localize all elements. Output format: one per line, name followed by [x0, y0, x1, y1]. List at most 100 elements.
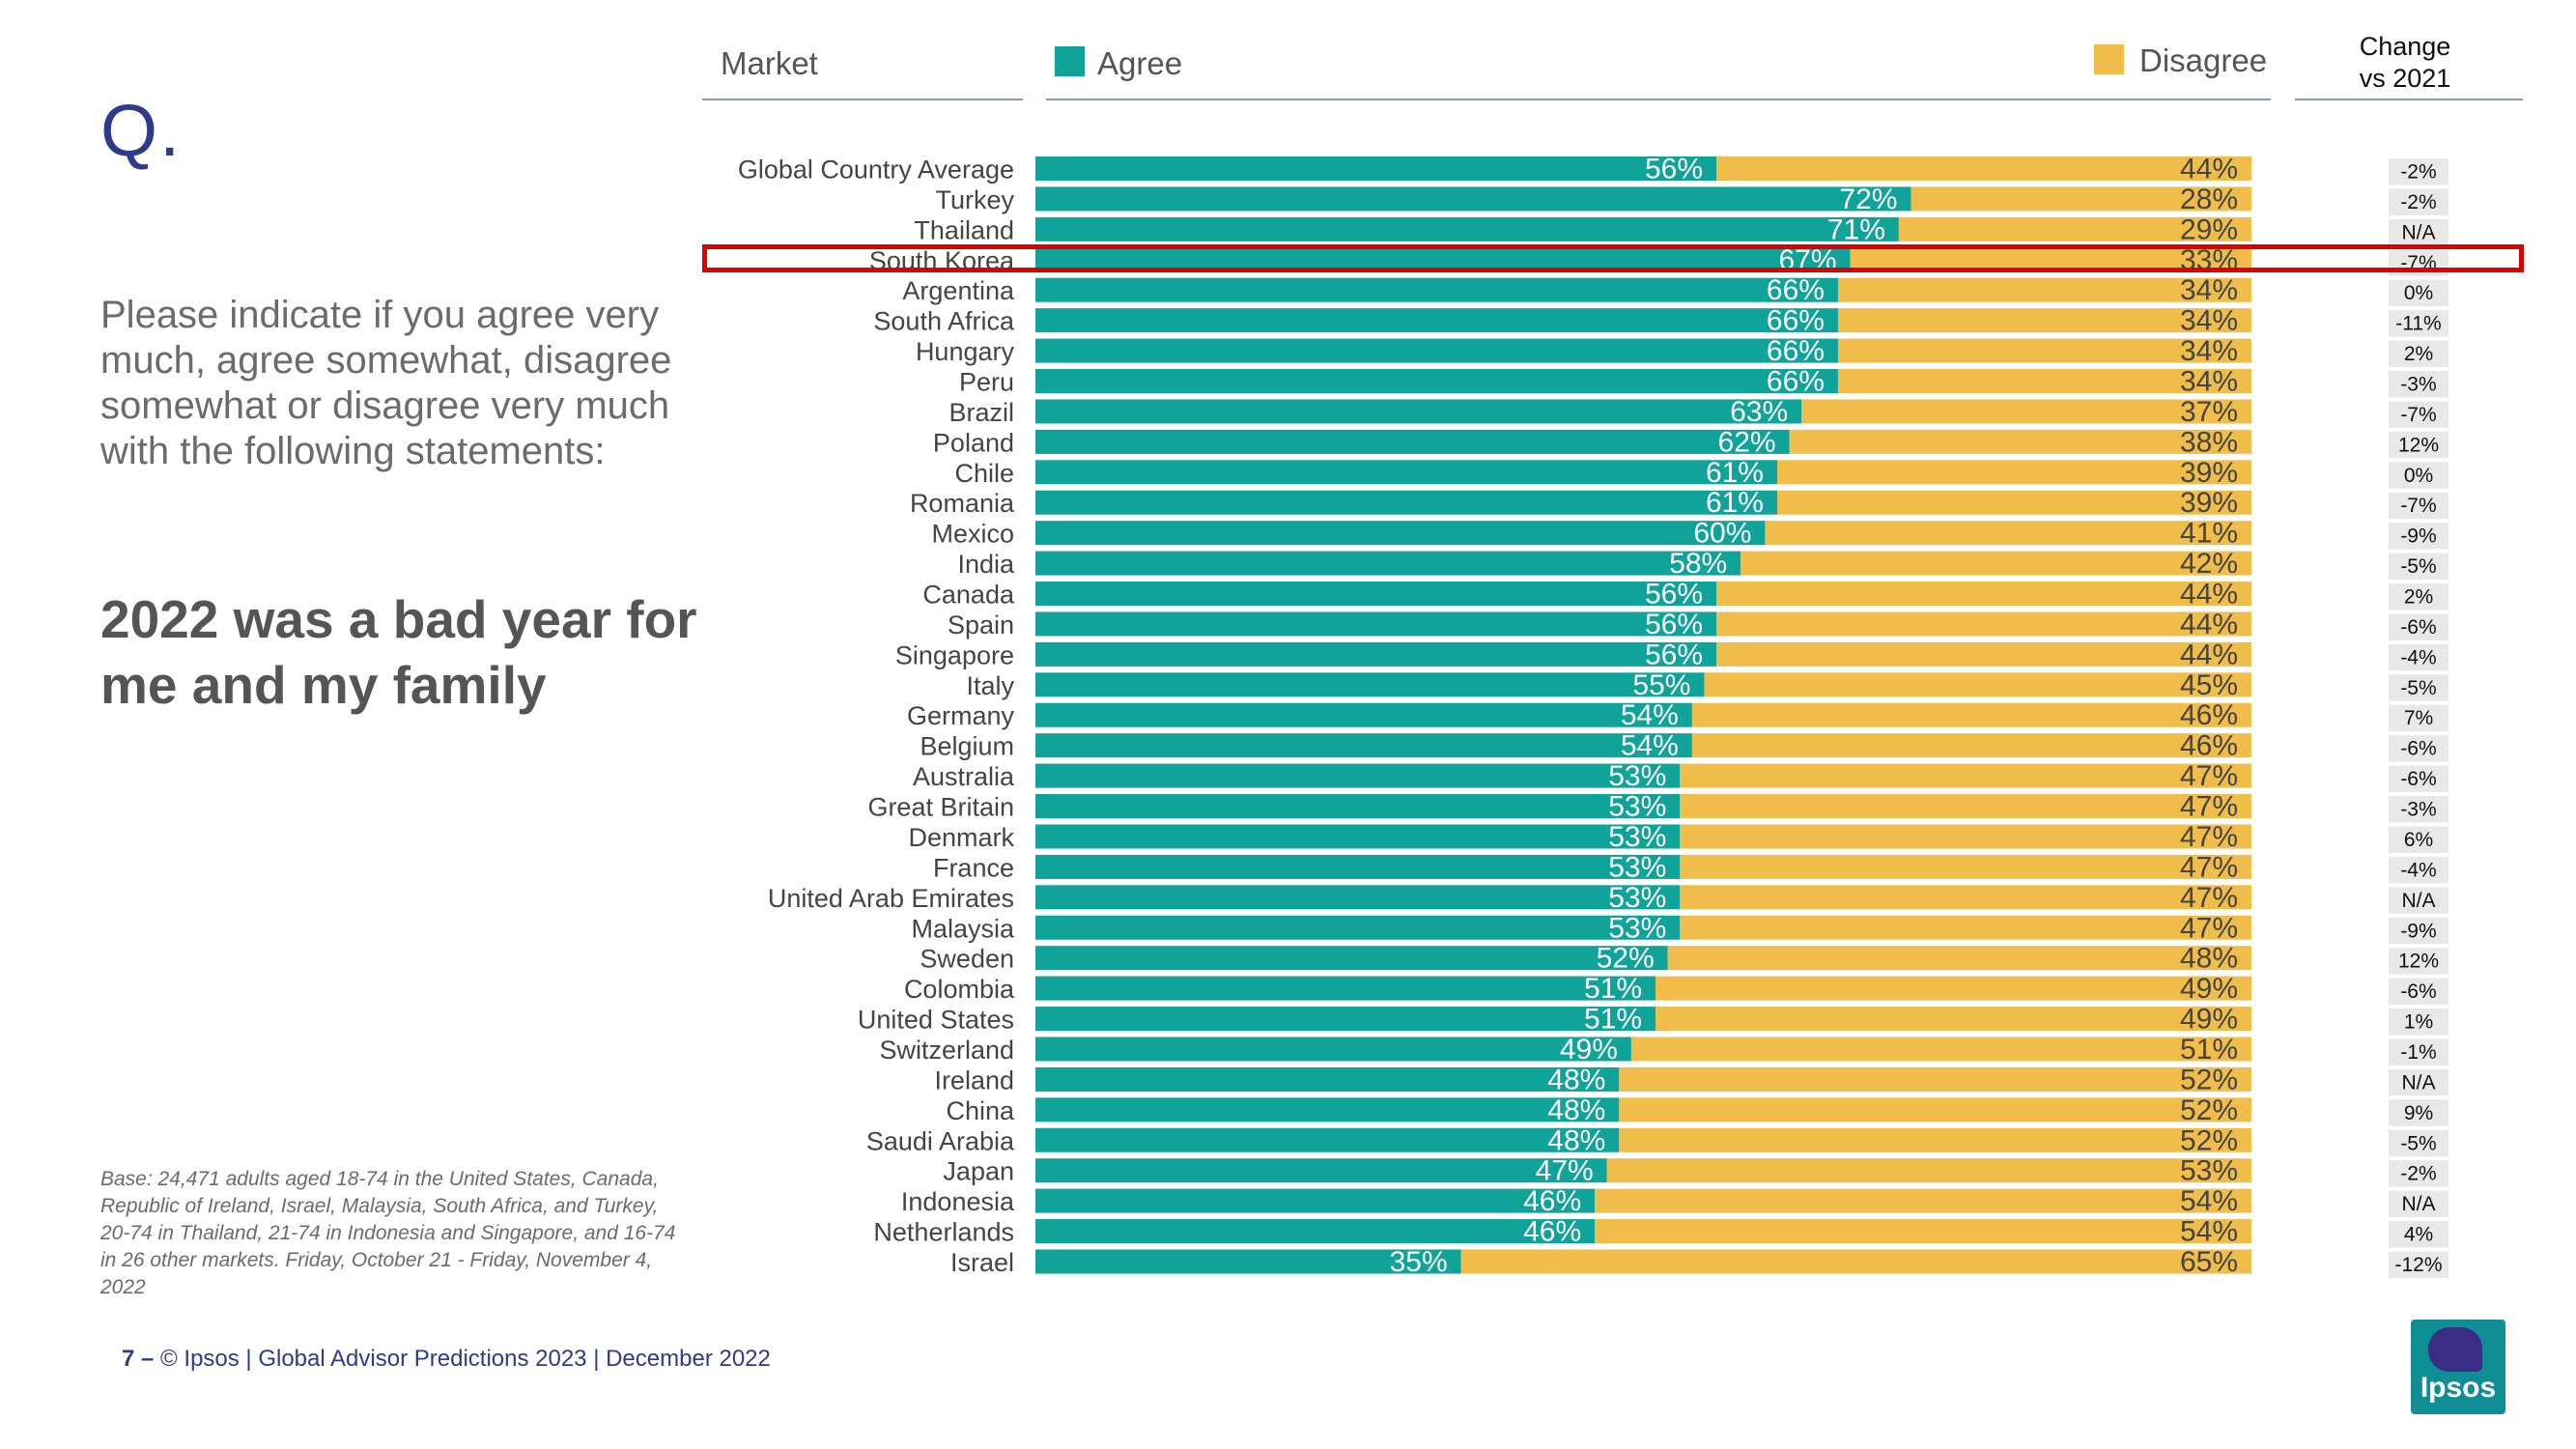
disagree-value-label-israel: 65% — [2180, 1246, 2238, 1278]
change-value-mexico: -9% — [2400, 526, 2436, 548]
disagree-value-label-canada: 44% — [2180, 579, 2238, 611]
change-cell-bg-united-arab-emirates — [2389, 887, 2449, 914]
change-header-line2: vs 2021 — [2359, 64, 2451, 93]
category-label-south-africa: South Africa — [873, 307, 1015, 336]
change-cell-bg-india — [2389, 553, 2449, 581]
change-cell-bg-france — [2389, 856, 2449, 884]
disagree-bar-china — [1619, 1097, 2251, 1122]
change-cell-bg-denmark — [2389, 826, 2449, 853]
disagree-value-label-romania: 39% — [2180, 487, 2238, 519]
change-cell-bg-singapore — [2389, 643, 2449, 671]
disagree-bar-south-africa — [1837, 308, 2251, 333]
change-cell-bg-belgium — [2389, 735, 2449, 762]
agree-value-label-chile: 61% — [1706, 457, 1764, 489]
category-label-poland: Poland — [933, 428, 1014, 457]
category-label-switzerland: Switzerland — [879, 1036, 1014, 1065]
agree-bar-thailand — [1035, 216, 1899, 242]
category-label-germany: Germany — [907, 701, 1015, 730]
change-value-israel: -12% — [2394, 1254, 2442, 1276]
change-value-hungary: 2% — [2404, 343, 2433, 365]
disagree-value-label-united-states: 49% — [2180, 1004, 2238, 1036]
disagree-bar-sweden — [1667, 946, 2251, 971]
disagree-bar-saudi-arabia — [1619, 1127, 2251, 1152]
change-value-argentina: 0% — [2404, 282, 2433, 304]
agree-bar-israel — [1035, 1249, 1461, 1274]
disagree-value-label-netherlands: 54% — [2180, 1216, 2238, 1248]
disagree-value-label-hungary: 34% — [2180, 335, 2238, 367]
agree-value-label-france: 53% — [1608, 851, 1666, 883]
footer-text: © Ipsos | Global Advisor Predictions 202… — [160, 1346, 771, 1372]
agree-bar-ireland — [1035, 1066, 1620, 1092]
disagree-bar-singapore — [1716, 641, 2251, 667]
disagree-bar-brazil — [1801, 399, 2251, 424]
disagree-value-label-indonesia: 54% — [2180, 1185, 2238, 1217]
agree-bar-peru — [1035, 369, 1838, 394]
disagree-bar-hungary — [1837, 338, 2251, 363]
disagree-bar-italy — [1704, 672, 2251, 697]
agree-value-label-netherlands: 46% — [1523, 1216, 1581, 1248]
change-value-romania: -7% — [2400, 495, 2436, 517]
agree-bar-saudi-arabia — [1035, 1127, 1620, 1152]
disagree-bar-netherlands — [1595, 1219, 2251, 1244]
agree-value-label-switzerland: 49% — [1560, 1034, 1618, 1065]
disagree-value-label-singapore: 44% — [2180, 639, 2238, 670]
agree-value-label-united-states: 51% — [1584, 1004, 1642, 1036]
change-value-france: -4% — [2400, 859, 2436, 881]
category-label-great-britain: Great Britain — [867, 793, 1014, 822]
change-cell-bg-mexico — [2389, 523, 2449, 550]
change-cell-bg-malaysia — [2389, 917, 2449, 945]
disagree-value-label-colombia: 49% — [2180, 973, 2238, 1005]
disagree-bar-ireland — [1619, 1066, 2251, 1092]
change-cell-bg-australia — [2389, 765, 2449, 793]
agree-bar-romania — [1035, 490, 1777, 515]
disagree-bar-malaysia — [1680, 915, 2251, 940]
disagree-bar-poland — [1789, 429, 2251, 454]
disagree-value-label-belgium: 46% — [2180, 730, 2238, 762]
change-cell-bg-brazil — [2389, 401, 2449, 428]
disagree-value-label-poland: 38% — [2180, 426, 2238, 458]
change-cell-bg-china — [2389, 1099, 2449, 1126]
question-mark-title: Q. — [100, 90, 183, 172]
agree-bar-poland — [1035, 429, 1790, 454]
change-cell-bg-spain — [2389, 613, 2449, 640]
agree-value-label-india: 58% — [1669, 548, 1727, 580]
change-value-switzerland: -1% — [2400, 1041, 2436, 1064]
agree-bar-united-states — [1035, 1007, 1656, 1032]
question-text: Please indicate if you agree very much, … — [100, 294, 672, 472]
disagree-bar-denmark — [1680, 824, 2251, 849]
agree-value-label-global-country-average: 56% — [1645, 154, 1703, 185]
disagree-value-label-thailand: 29% — [2180, 213, 2238, 245]
category-label-malaysia: Malaysia — [911, 914, 1015, 943]
change-value-ireland: N/A — [2401, 1071, 2435, 1094]
category-label-turkey: Turkey — [935, 185, 1014, 214]
chart-header-rule — [1046, 99, 2271, 100]
change-cell-bg-united-states — [2389, 1009, 2449, 1036]
change-cell-bg-hungary — [2389, 340, 2449, 368]
disagree-value-label-ireland: 52% — [2180, 1064, 2238, 1095]
agree-value-label-argentina: 66% — [1767, 274, 1825, 306]
agree-bar-singapore — [1035, 641, 1717, 667]
category-label-mexico: Mexico — [931, 520, 1014, 549]
base-note: Base: 24,471 adults aged 18-74 in the Un… — [100, 1168, 676, 1298]
change-value-belgium: -6% — [2400, 738, 2436, 760]
agree-bar-south-africa — [1035, 308, 1838, 333]
page-number: 7 – — [122, 1346, 155, 1372]
change-value-turkey: -2% — [2400, 191, 2436, 213]
disagree-bar-japan — [1606, 1158, 2251, 1183]
disagree-value-label-germany: 46% — [2180, 699, 2238, 731]
agree-value-label-united-arab-emirates: 53% — [1608, 882, 1666, 914]
category-label-hungary: Hungary — [916, 337, 1015, 366]
agree-bar-turkey — [1035, 186, 1911, 212]
change-value-malaysia: -9% — [2400, 920, 2436, 942]
agree-bar-united-arab-emirates — [1035, 885, 1681, 910]
disagree-value-label-south-africa: 34% — [2180, 305, 2238, 337]
agree-value-label-china: 48% — [1547, 1094, 1605, 1126]
change-cell-bg-chile — [2389, 462, 2449, 489]
agree-bar-colombia — [1035, 976, 1656, 1001]
category-label-saudi-arabia: Saudi Arabia — [866, 1126, 1015, 1155]
category-label-indonesia: Indonesia — [901, 1187, 1015, 1216]
disagree-bar-indonesia — [1595, 1188, 2251, 1213]
change-cell-bg-poland — [2389, 431, 2449, 459]
disagree-value-label-spain: 44% — [2180, 609, 2238, 640]
agree-bar-argentina — [1035, 277, 1838, 302]
